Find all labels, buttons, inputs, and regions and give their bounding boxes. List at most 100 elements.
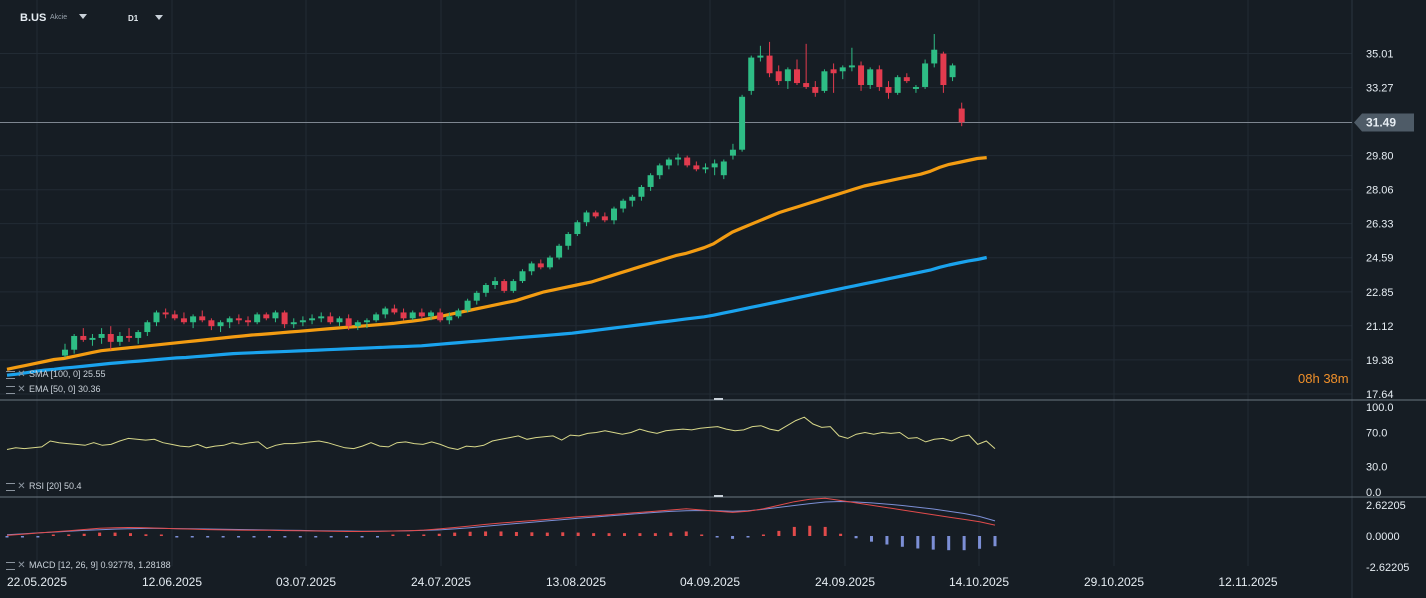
rsi-axis-tick-label: 100.0	[1366, 402, 1394, 414]
indicator-settings-icon[interactable]	[6, 561, 15, 570]
macd-histogram-bar	[422, 534, 426, 536]
indicator-settings-icon[interactable]	[6, 370, 15, 379]
timeframe-selector[interactable]: D1	[128, 14, 139, 23]
candle-bearish	[958, 108, 965, 123]
macd-histogram-bar	[514, 532, 518, 536]
pane-resize-handle-icon	[714, 398, 723, 400]
candle-bearish	[208, 320, 215, 327]
candle-bullish	[217, 322, 224, 327]
candle-bullish	[665, 159, 672, 166]
close-icon[interactable]: ✕	[17, 481, 26, 492]
date-axis-tick-label: 22.05.2025	[7, 575, 67, 589]
candle-bearish	[501, 281, 508, 291]
candle-bullish	[98, 334, 105, 338]
chevron-down-icon[interactable]	[155, 15, 163, 20]
macd-histogram-bar	[561, 532, 565, 536]
macd-histogram-bar	[638, 533, 642, 536]
candle-bearish	[775, 71, 782, 82]
date-axis-tick-label: 12.06.2025	[142, 575, 202, 589]
price-axis-tick-label: 19.38	[1366, 355, 1394, 367]
instrument-symbol[interactable]: B.US	[20, 12, 47, 24]
candle-bullish	[757, 55, 764, 58]
date-axis-tick-label: 14.10.2025	[949, 575, 1009, 589]
macd-histogram-bar	[391, 534, 395, 536]
chart-toolbar: B.US Akcie D1	[0, 0, 300, 34]
candle-bullish	[492, 281, 499, 285]
candle-bullish	[702, 167, 709, 170]
macd-axis-tick-label: -2.62205	[1366, 562, 1409, 574]
macd-histogram-bar	[947, 536, 951, 551]
candle-bearish	[803, 83, 810, 87]
macd-histogram-bar	[623, 533, 626, 536]
macd-histogram-bar	[545, 532, 549, 536]
macd-histogram-bar	[499, 531, 503, 536]
macd-histogram-bar	[746, 536, 750, 538]
candle-bullish	[720, 161, 727, 176]
price-axis-tick-label: 28.06	[1366, 185, 1394, 197]
rsi-axis-tick-label: 70.0	[1366, 428, 1387, 440]
candle-bullish	[546, 257, 553, 268]
macd-histogram-bar	[113, 532, 117, 536]
macd-histogram-bar	[129, 533, 132, 536]
ema-legend: ✕ EMA [50, 0] 30.36	[6, 384, 101, 395]
macd-histogram-bar	[206, 536, 210, 538]
candle-bearish	[537, 263, 544, 268]
countdown-minutes-unit: m	[1337, 371, 1349, 386]
price-axis-tick-label: 24.59	[1366, 253, 1394, 265]
candle-bullish	[894, 77, 901, 93]
macd-histogram-bar	[159, 534, 163, 536]
candle-bullish	[272, 312, 279, 319]
macd-histogram-bar	[900, 536, 904, 547]
candle-bullish	[656, 165, 663, 176]
candle-bullish	[464, 300, 471, 311]
instrument-type: Akcie	[50, 14, 68, 21]
sma-line	[6, 156, 987, 371]
close-icon[interactable]: ✕	[17, 384, 26, 395]
candle-bearish	[180, 318, 187, 323]
candle-bearish	[235, 318, 242, 321]
candle-bullish	[784, 69, 791, 82]
date-axis-tick-label: 24.09.2025	[815, 575, 875, 589]
candle-bearish	[684, 157, 691, 166]
candle-bullish	[153, 312, 160, 323]
candle-bearish	[126, 335, 133, 338]
macd-histogram-bar	[98, 532, 102, 536]
candle-bullish	[519, 271, 526, 282]
date-axis-tick-label: 13.08.2025	[546, 575, 606, 589]
candle-bullish	[62, 349, 68, 356]
macd-histogram-bar	[576, 532, 580, 536]
candle-bullish	[382, 308, 389, 315]
macd-histogram-bar	[329, 536, 333, 538]
macd-histogram-bar	[607, 533, 611, 536]
candle-bullish	[839, 67, 846, 72]
candle-bearish	[437, 312, 444, 321]
sma-legend-label: SMA [100, 0] 25.55	[29, 369, 106, 379]
candle-bearish	[327, 316, 334, 323]
close-icon[interactable]: ✕	[17, 560, 26, 571]
macd-histogram-bar	[314, 536, 318, 538]
candle-bullish	[620, 200, 627, 209]
chevron-down-icon[interactable]	[79, 14, 87, 19]
candle-bullish	[848, 65, 855, 68]
close-icon[interactable]: ✕	[17, 369, 26, 380]
indicator-settings-icon[interactable]	[6, 482, 15, 491]
macd-histogram-bar	[978, 536, 982, 549]
candle-bullish	[867, 69, 874, 86]
candle-bullish	[574, 222, 581, 235]
candle-bearish	[199, 316, 206, 321]
macd-histogram-bar	[406, 534, 410, 536]
macd-histogram-bar	[854, 536, 858, 539]
candle-bullish	[931, 49, 938, 64]
date-axis-tick-label: 12.11.2025	[1218, 575, 1277, 589]
price-axis-tick-label: 17.64	[1366, 389, 1394, 401]
candle-bullish	[428, 312, 434, 317]
indicator-settings-icon[interactable]	[6, 385, 15, 394]
candle-bearish	[812, 86, 819, 93]
candle-bullish	[254, 314, 261, 323]
macd-histogram-bar	[916, 536, 920, 549]
candle-bearish	[693, 165, 700, 170]
macd-histogram-bar	[437, 533, 441, 536]
macd-histogram-bar	[592, 533, 596, 536]
macd-histogram-bar	[761, 534, 765, 536]
